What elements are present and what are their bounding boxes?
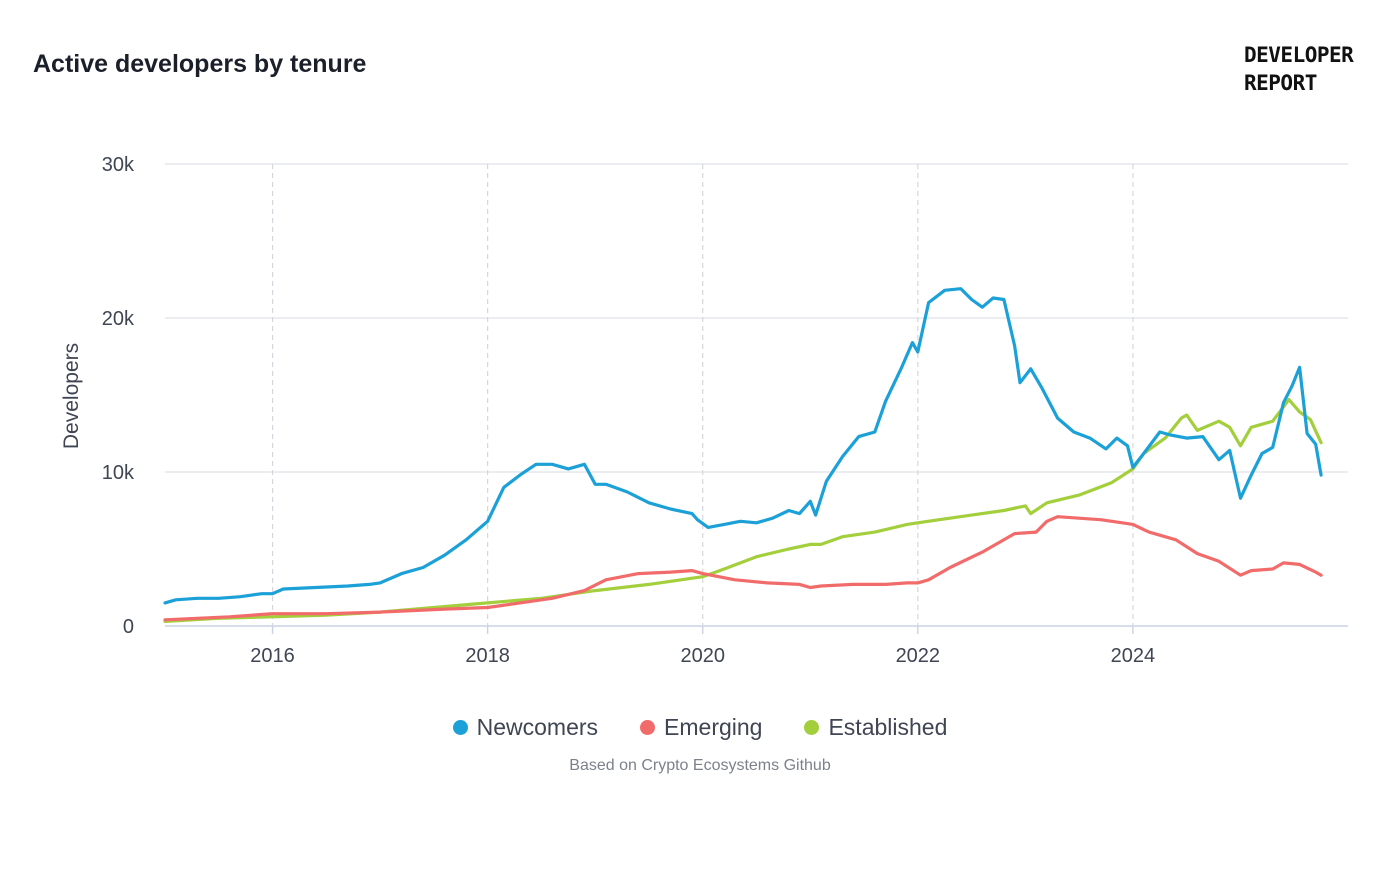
y-tick-label: 10k	[102, 462, 135, 484]
series-line-newcomers	[163, 287, 1323, 605]
legend-marker	[640, 720, 656, 735]
legend-item-established[interactable]: Established	[804, 714, 947, 741]
x-tick-label: 2018	[465, 645, 510, 667]
x-tick-label: 2024	[1111, 645, 1156, 667]
legend-item-newcomers[interactable]: Newcomers	[452, 714, 599, 741]
series-line-established	[163, 398, 1323, 624]
series-line-emerging	[163, 515, 1323, 622]
legend-label: Emerging	[664, 714, 763, 740]
x-tick-label: 2016	[250, 645, 295, 667]
legend-marker	[804, 720, 820, 735]
source-note: Based on Crypto Ecosystems Github	[569, 757, 831, 774]
legend: Newcomers Emerging Established	[0, 714, 1400, 741]
legend-marker	[452, 720, 468, 735]
brand-line-2: REPORT	[1244, 71, 1317, 95]
line-chart: 0 10k 20k 30k 2016 2018 2020 2022 2024 Develope…	[60, 154, 1348, 667]
y-axis-title: Developers	[60, 343, 83, 449]
y-tick-label: 30k	[102, 154, 135, 176]
brand-logo: DEVELOPER REPORT	[1244, 41, 1354, 97]
x-tick-label: 2020	[680, 645, 725, 667]
legend-label: Newcomers	[476, 714, 599, 740]
y-tick-label: 0	[123, 616, 134, 638]
chart-title: Active developers by tenure	[33, 50, 367, 78]
y-tick-label: 20k	[102, 308, 135, 330]
legend-label: Established	[828, 714, 948, 740]
brand-line-1: DEVELOPER	[1244, 43, 1354, 67]
x-tick-label: 2022	[896, 645, 941, 667]
legend-item-emerging[interactable]: Emerging	[640, 714, 762, 741]
